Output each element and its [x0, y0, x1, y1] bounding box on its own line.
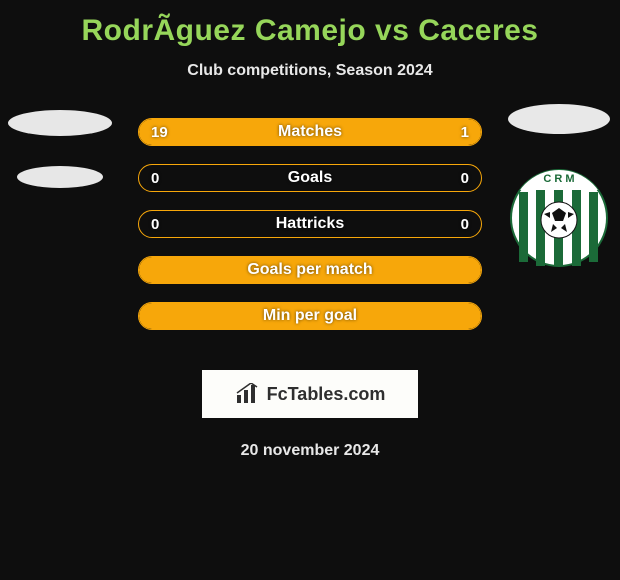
stat-label: Goals per match	[139, 261, 481, 279]
stat-row: 00Hattricks	[138, 210, 482, 238]
brand-box[interactable]: FcTables.com	[202, 370, 418, 418]
stat-label: Min per goal	[139, 307, 481, 325]
comparison-infographic: RodrÃ­guez Camejo vs Caceres Club compet…	[0, 0, 620, 580]
crest-letters: C R M	[543, 173, 574, 185]
stat-row: 00Goals	[138, 164, 482, 192]
club-crest-icon: C R M	[510, 162, 608, 274]
stat-label: Matches	[139, 123, 481, 141]
stat-label: Hattricks	[139, 215, 481, 233]
left-ellipse-2	[17, 166, 103, 188]
stat-row: Min per goal	[138, 302, 482, 330]
brand-text: FcTables.com	[267, 384, 386, 405]
date-line: 20 november 2024	[0, 442, 620, 460]
stat-bars: 191Matches 00Goals 00Hattricks Goals per ma…	[138, 118, 482, 330]
left-ellipse-1	[8, 110, 112, 136]
stat-row: Goals per match	[138, 256, 482, 284]
subtitle: Club competitions, Season 2024	[0, 62, 620, 80]
content-area: C R M 191Matches 00Goals 00Hattricks Goals …	[0, 118, 620, 348]
right-ellipse	[508, 104, 610, 134]
stat-label: Goals	[139, 169, 481, 187]
page-title: RodrÃ­guez Camejo vs Caceres	[0, 0, 620, 48]
left-player-marks	[8, 110, 112, 188]
stat-row: 191Matches	[138, 118, 482, 146]
chart-icon	[235, 383, 261, 405]
